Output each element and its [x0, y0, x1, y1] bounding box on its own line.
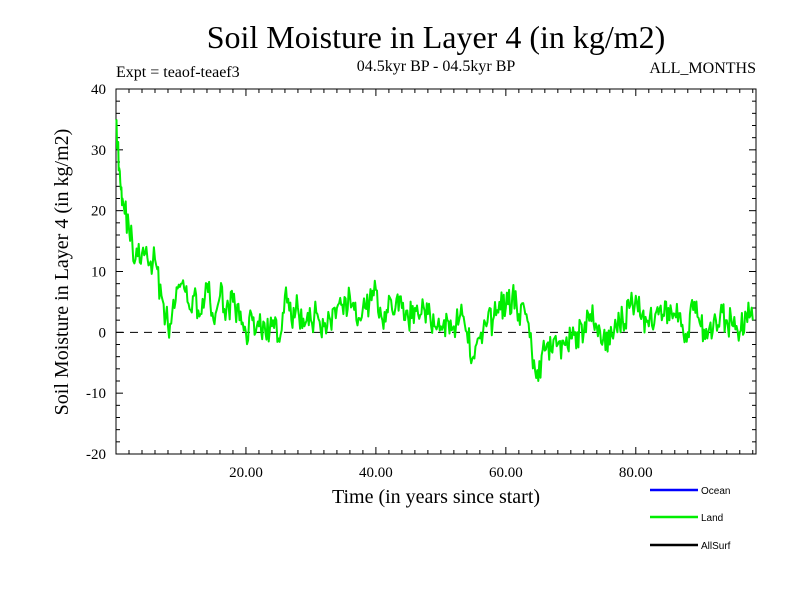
x-tick-label: 20.00: [229, 465, 263, 481]
y-tick-labels: -20 -10 0 10 20 30 40: [86, 82, 106, 463]
y-tick-label: 10: [91, 265, 106, 281]
x-tick-label: 80.00: [619, 465, 653, 481]
months-label: ALL_MONTHS: [649, 60, 756, 77]
axis-ticks: [115, 88, 756, 455]
x-tick-label: 60.00: [489, 465, 523, 481]
legend-item-ocean: Ocean: [650, 486, 730, 497]
experiment-label: Expt = teaof-teaef3: [116, 64, 240, 81]
x-tick-label: 40.00: [359, 465, 393, 481]
period-label: 04.5kyr BP - 04.5kyr BP: [357, 58, 516, 75]
legend: Ocean Land AllSurf: [650, 486, 731, 552]
legend-label-allsurf: AllSurf: [701, 541, 731, 552]
y-tick-label: 0: [99, 325, 107, 341]
legend-label-ocean: Ocean: [701, 486, 730, 497]
land-series-line: [115, 118, 754, 382]
plot-frame: [115, 88, 757, 455]
y-tick-label: 40: [91, 82, 106, 98]
x-axis-label: Time (in years since start): [332, 486, 540, 508]
y-tick-label: 20: [91, 204, 106, 220]
x-tick-labels: 20.00 40.00 60.00 80.00: [229, 465, 653, 481]
y-tick-label: 30: [91, 143, 106, 159]
legend-item-land: Land: [650, 513, 723, 524]
y-axis-label: Soil Moisture in Layer 4 (in kg/m2): [51, 129, 73, 416]
chart-title: Soil Moisture in Layer 4 (in kg/m2): [207, 19, 666, 55]
legend-item-allsurf: AllSurf: [650, 541, 731, 552]
y-tick-label: -10: [86, 386, 106, 402]
y-tick-label: -20: [86, 447, 106, 463]
legend-label-land: Land: [701, 513, 723, 524]
